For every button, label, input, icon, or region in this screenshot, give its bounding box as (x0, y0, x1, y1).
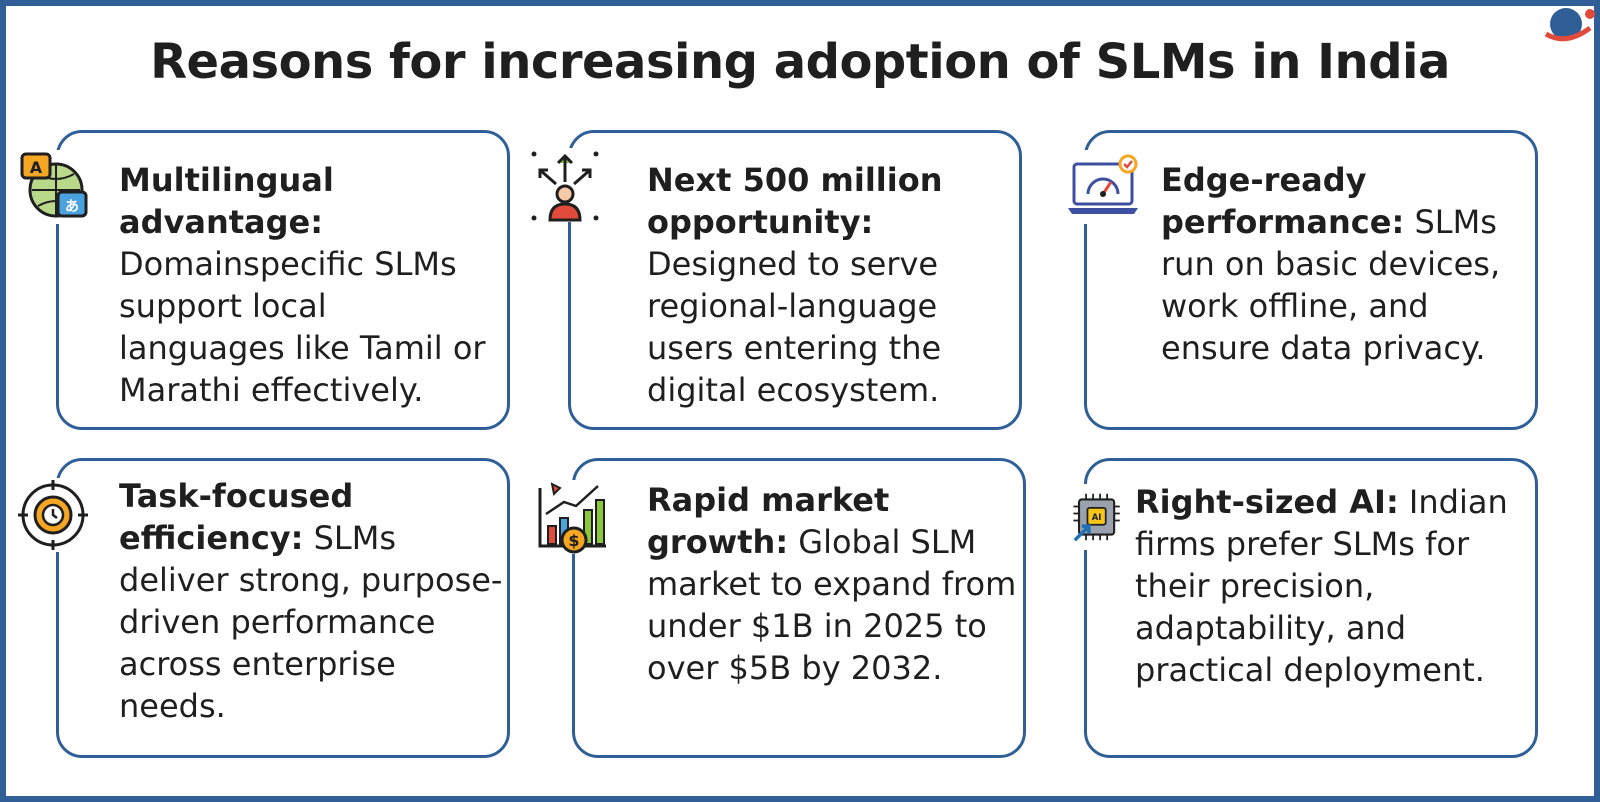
svg-text:A: A (30, 158, 43, 177)
card-heading: Edge-ready performance: (1161, 161, 1405, 241)
card-heading: Next 500 million opportunity: (647, 161, 943, 241)
language-translation-icon: A あ (16, 150, 90, 224)
card-rapid-market-growth: Rapid market growth: Global SLM market t… (572, 458, 1026, 758)
card-edge-ready-performance: Edge-ready performance: SLMs run on basi… (1084, 130, 1538, 430)
card-body: Domainspecific SLMs support local langua… (119, 245, 486, 409)
card-body: SLMs deliver strong, purpose-driven perf… (119, 519, 503, 725)
laptop-speedometer-icon (1066, 150, 1140, 224)
card-heading: Rapid market growth: (647, 481, 890, 561)
card-heading: Task-focused efficiency: (119, 477, 354, 557)
page-title: Reasons for increasing adoption of SLMs … (150, 34, 1450, 90)
gear-clock-icon (16, 478, 90, 552)
card-right-sized-ai: Right-sized AI: Indian firms prefer SLMs… (1084, 458, 1538, 758)
svg-text:あ: あ (65, 199, 79, 215)
card-task-focused-efficiency: Task-focused efficiency: SLMs deliver st… (56, 458, 510, 758)
growth-person-icon (528, 148, 602, 222)
card-body: SLMs run on basic devices, work offline,… (1161, 203, 1501, 367)
rocket-chart-icon: $ (536, 480, 610, 554)
card-heading: Right-sized AI: (1135, 483, 1399, 521)
brand-logo-icon (1540, 4, 1596, 52)
card-body: Designed to serve regional-language user… (647, 245, 942, 409)
card-next-500-million: Next 500 million opportunity: Designed t… (568, 130, 1022, 430)
svg-text:$: $ (568, 531, 579, 550)
card-body: Global SLM market to expand from under $… (647, 523, 1017, 687)
card-heading: Multilingual advantage: (119, 161, 334, 241)
svg-text:AI: AI (1092, 512, 1102, 522)
card-body: Indian firms prefer SLMs for their preci… (1135, 483, 1508, 689)
card-multilingual-advantage: Multilingual advantage: Domainspecific S… (56, 130, 510, 430)
ai-chip-icon: AI (1072, 484, 1124, 550)
